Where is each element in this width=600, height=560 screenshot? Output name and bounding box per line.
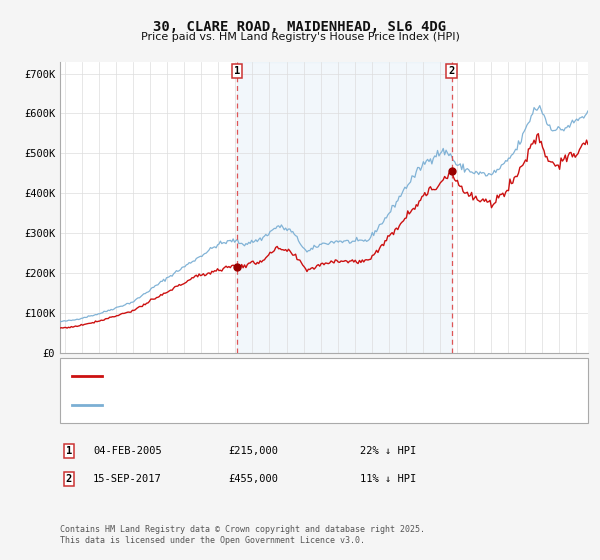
Text: HPI: Average price, semi-detached house, Windsor and Maidenhead: HPI: Average price, semi-detached house,… [108, 400, 470, 409]
Text: Contains HM Land Registry data © Crown copyright and database right 2025.
This d: Contains HM Land Registry data © Crown c… [60, 525, 425, 545]
Text: 2: 2 [66, 474, 72, 484]
Text: 04-FEB-2005: 04-FEB-2005 [93, 446, 162, 456]
Text: £455,000: £455,000 [228, 474, 278, 484]
Text: £215,000: £215,000 [228, 446, 278, 456]
Text: 15-SEP-2017: 15-SEP-2017 [93, 474, 162, 484]
Bar [237, 62, 452, 353]
Text: 1: 1 [66, 446, 72, 456]
Text: 1: 1 [234, 66, 240, 76]
Text: Price paid vs. HM Land Registry's House Price Index (HPI): Price paid vs. HM Land Registry's House … [140, 32, 460, 43]
Text: 22% ↓ HPI: 22% ↓ HPI [360, 446, 416, 456]
Text: 2: 2 [449, 66, 455, 76]
Text: 30, CLARE ROAD, MAIDENHEAD, SL6 4DG (semi-detached house): 30, CLARE ROAD, MAIDENHEAD, SL6 4DG (sem… [108, 372, 436, 381]
Text: 30, CLARE ROAD, MAIDENHEAD, SL6 4DG: 30, CLARE ROAD, MAIDENHEAD, SL6 4DG [154, 20, 446, 34]
Text: 11% ↓ HPI: 11% ↓ HPI [360, 474, 416, 484]
